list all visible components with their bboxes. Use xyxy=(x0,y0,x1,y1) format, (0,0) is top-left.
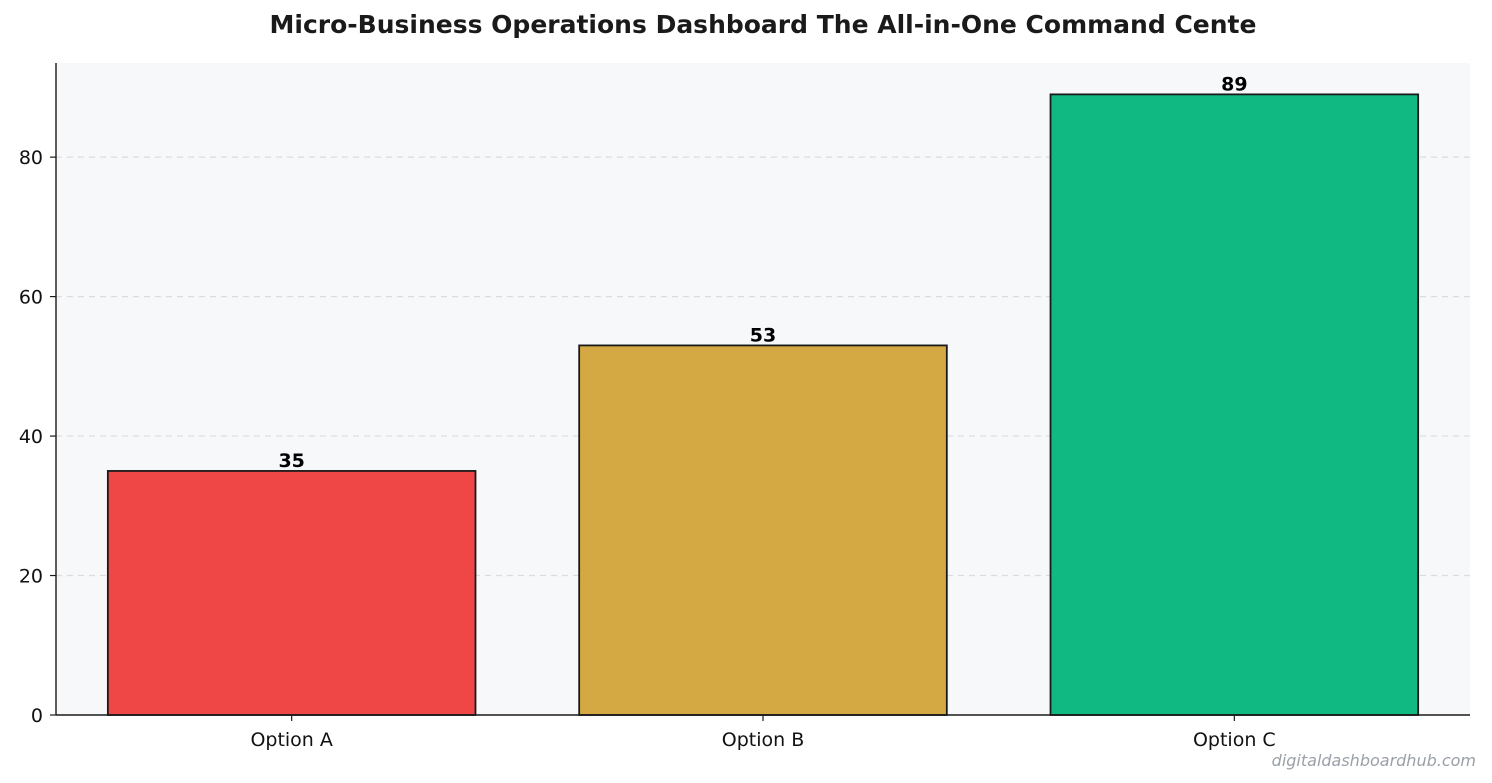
y-tick-label: 60 xyxy=(19,287,43,309)
value-labels: 35 53 89 xyxy=(278,73,1247,472)
value-label: 35 xyxy=(278,450,304,472)
value-label: 89 xyxy=(1221,73,1247,95)
bar-option-b xyxy=(578,344,948,716)
bar-option-a xyxy=(106,470,477,716)
watermark-text: digitaldashboardhub.com xyxy=(1271,751,1476,770)
x-tick-label: Option A xyxy=(250,729,332,751)
bar-option-c xyxy=(1049,93,1420,716)
x-tick-label: Option B xyxy=(722,729,805,751)
value-label: 53 xyxy=(750,324,776,346)
x-tick-label: Option C xyxy=(1193,729,1276,751)
y-tick-label: 0 xyxy=(31,705,43,727)
y-tick-label: 80 xyxy=(19,147,43,169)
axes: Option A Option B Option C 0 20 40 60 80 xyxy=(19,63,1470,751)
chart-title: Micro-Business Operations Dashboard The … xyxy=(269,10,1257,39)
y-tick-label: 20 xyxy=(19,566,43,588)
y-tick-label: 40 xyxy=(19,426,43,448)
